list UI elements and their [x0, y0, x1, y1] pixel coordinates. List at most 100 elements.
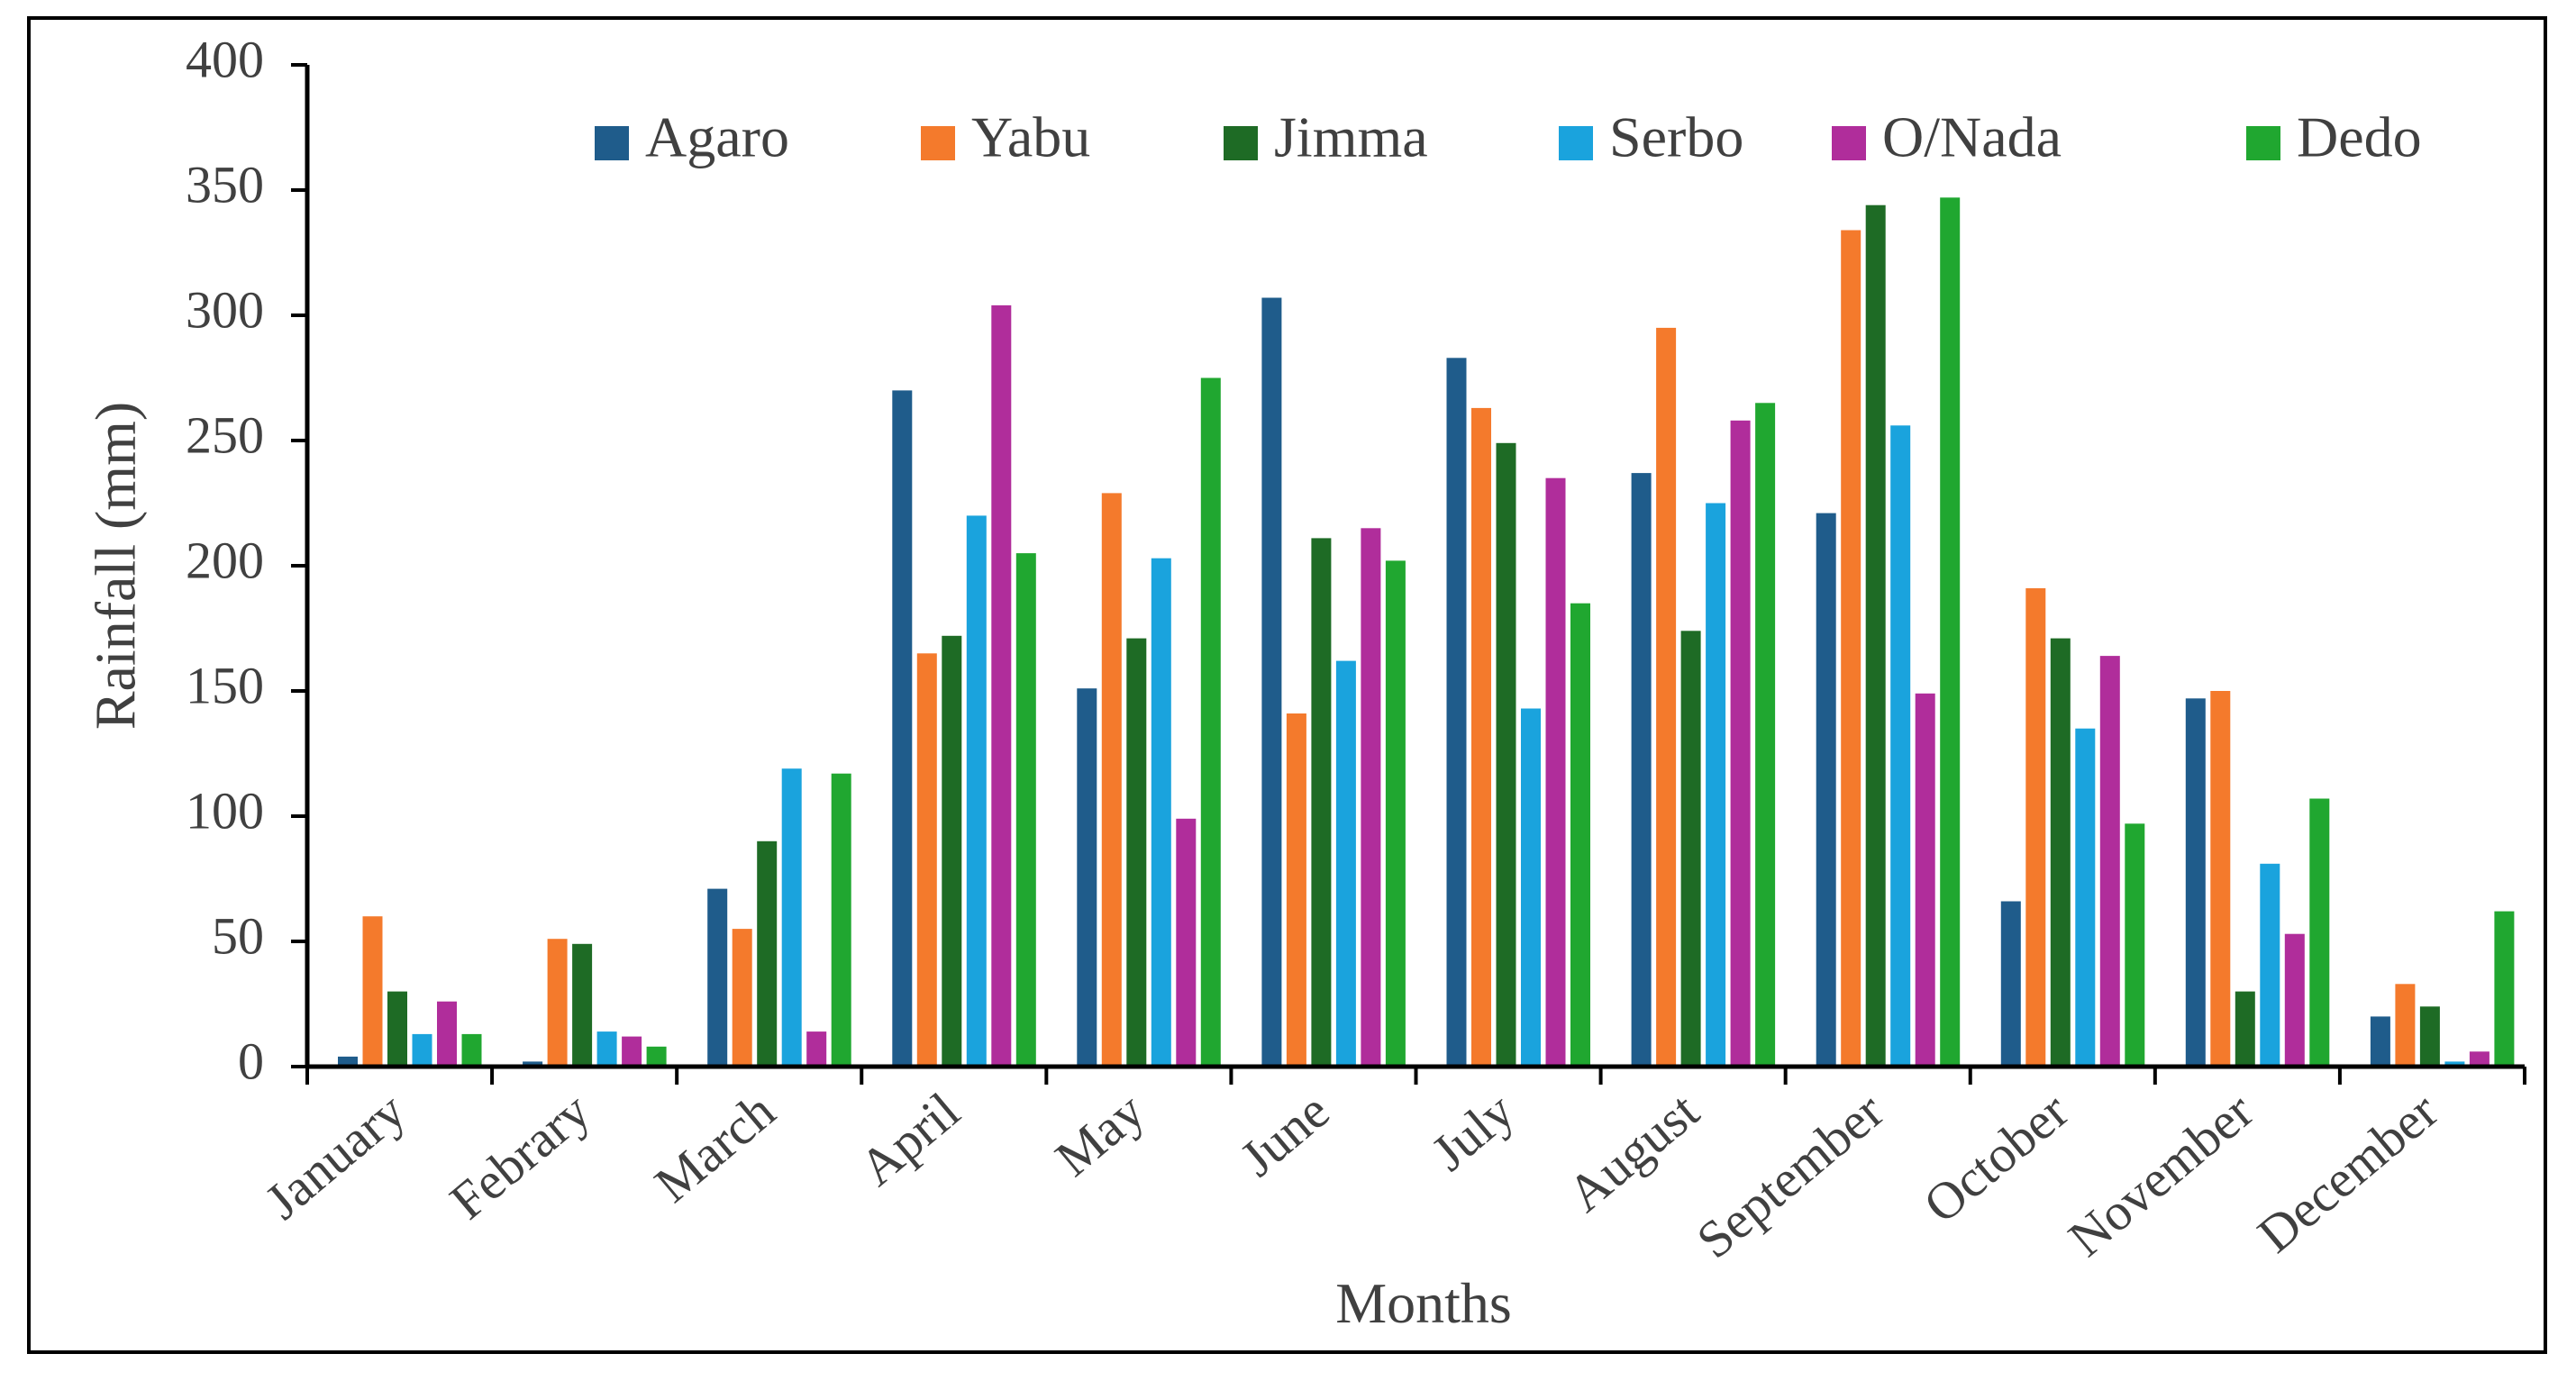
- bar-dedo-march: [831, 773, 851, 1067]
- bar-serbo-november: [2260, 863, 2280, 1067]
- legend-swatch-agaro: [595, 126, 629, 160]
- bar-o-nada-december: [2469, 1051, 2490, 1067]
- legend-swatch-serbo: [1559, 126, 1593, 160]
- bar-dedo-april: [1015, 553, 1036, 1067]
- bar-dedo-august: [1755, 403, 1776, 1067]
- y-tick-label: 400: [186, 30, 264, 88]
- legend-swatch-dedo: [2246, 126, 2280, 160]
- bar-o-nada-january: [437, 1001, 457, 1067]
- bar-o-nada-october: [2099, 656, 2120, 1067]
- bar-o-nada-june: [1361, 528, 1381, 1067]
- x-tick-label: August: [1556, 1081, 1709, 1223]
- x-tick-label: October: [1913, 1081, 2080, 1234]
- bar-jimma-march: [757, 840, 778, 1067]
- bar-yabu-july: [1471, 407, 1491, 1067]
- bar-yabu-febrary: [547, 939, 568, 1067]
- bar-jimma-october: [2050, 638, 2071, 1067]
- bar-o-nada-september: [1915, 693, 1935, 1067]
- legend-label-jimma: Jimma: [1274, 105, 1428, 169]
- bar-agaro-june: [1261, 297, 1282, 1067]
- bar-o-nada-march: [806, 1031, 827, 1067]
- x-tick-label: April: [849, 1081, 971, 1196]
- y-tick-label: 100: [186, 781, 264, 840]
- bar-jimma-september: [1865, 204, 1886, 1067]
- bar-yabu-december: [2395, 984, 2416, 1067]
- bar-yabu-june: [1286, 713, 1306, 1067]
- x-ticks-group: January Febrary March April May June July Augus…: [254, 1067, 2526, 1269]
- x-tick-label: December: [2246, 1081, 2448, 1264]
- bar-yabu-october: [2025, 588, 2046, 1067]
- bar-dedo-july: [1570, 603, 1590, 1067]
- bar-yabu-september: [1841, 230, 1861, 1067]
- bar-o-nada-july: [1545, 477, 1566, 1067]
- bar-agaro-october: [2000, 901, 2021, 1067]
- x-tick-label: November: [2057, 1081, 2263, 1267]
- bar-dedo-febrary: [646, 1046, 667, 1067]
- bar-jimma-august: [1680, 631, 1701, 1067]
- bar-serbo-july: [1521, 708, 1541, 1067]
- y-tick-label: 0: [238, 1031, 264, 1090]
- y-tick-label: 300: [186, 280, 264, 339]
- bar-agaro-december: [2370, 1016, 2390, 1067]
- x-tick-label: July: [1421, 1081, 1525, 1182]
- bars-group: [338, 197, 2515, 1068]
- bar-serbo-october: [2075, 728, 2096, 1067]
- bar-agaro-march: [707, 888, 728, 1067]
- bar-agaro-april: [892, 390, 913, 1067]
- legend-swatch-yabu: [921, 126, 955, 160]
- bar-dedo-june: [1385, 560, 1406, 1067]
- x-tick-label: January: [254, 1081, 416, 1231]
- bar-dedo-december: [2494, 911, 2515, 1067]
- bar-jimma-april: [942, 635, 962, 1067]
- bar-jimma-may: [1126, 638, 1147, 1067]
- bar-agaro-july: [1446, 358, 1467, 1067]
- bar-serbo-march: [781, 768, 802, 1067]
- bar-o-nada-august: [1730, 420, 1751, 1067]
- x-tick-label: March: [643, 1081, 786, 1213]
- bar-yabu-january: [362, 916, 383, 1067]
- bar-yabu-april: [916, 653, 937, 1067]
- y-tick-label: 250: [186, 405, 264, 464]
- bar-agaro-august: [1631, 473, 1652, 1067]
- chart-frame: [27, 16, 2547, 1354]
- legend-label-serbo: Serbo: [1609, 105, 1743, 169]
- bar-o-nada-november: [2284, 933, 2305, 1067]
- x-tick-label: Febrary: [439, 1081, 601, 1231]
- bar-serbo-june: [1335, 660, 1356, 1067]
- legend-swatch-o-nada: [1832, 126, 1866, 160]
- y-ticks-group: 0 50 100 150 200 250 300 350 400: [186, 30, 307, 1090]
- x-tick-label: June: [1229, 1081, 1340, 1187]
- y-tick-label: 350: [186, 155, 264, 214]
- legend-label-agaro: Agaro: [645, 105, 789, 169]
- bar-agaro-january: [338, 1056, 358, 1067]
- bar-dedo-september: [1940, 197, 1961, 1068]
- bar-jimma-febrary: [572, 943, 593, 1067]
- bar-serbo-january: [412, 1033, 432, 1067]
- bar-dedo-november: [2309, 798, 2330, 1067]
- x-axis-title: Months: [1335, 1271, 1512, 1335]
- bar-yabu-august: [1656, 327, 1677, 1067]
- y-tick-label: 150: [186, 656, 264, 714]
- bar-yabu-november: [2210, 691, 2231, 1067]
- y-axis-title: Rainfall (mm): [84, 402, 148, 730]
- bar-agaro-november: [2185, 698, 2206, 1067]
- bar-o-nada-febrary: [622, 1036, 642, 1067]
- bar-serbo-september: [1890, 425, 1911, 1067]
- bar-dedo-january: [461, 1033, 482, 1067]
- bar-agaro-febrary: [523, 1061, 543, 1067]
- x-tick-label: May: [1044, 1081, 1155, 1187]
- bar-jimma-december: [2419, 1006, 2440, 1067]
- legend-label-o-nada: O/Nada: [1882, 105, 2062, 169]
- legend-swatch-jimma: [1224, 126, 1258, 160]
- bar-yabu-march: [732, 929, 752, 1067]
- bar-agaro-may: [1077, 688, 1097, 1067]
- legend: Agaro Yabu Jimma Serbo O/Nada Dedo: [595, 105, 2422, 169]
- bar-serbo-august: [1706, 503, 1726, 1067]
- bar-serbo-december: [2444, 1061, 2465, 1067]
- bar-serbo-febrary: [596, 1031, 617, 1067]
- bar-serbo-april: [966, 515, 987, 1067]
- bar-o-nada-may: [1176, 818, 1197, 1067]
- legend-label-yabu: Yabu: [971, 105, 1090, 169]
- y-tick-label: 50: [212, 906, 264, 965]
